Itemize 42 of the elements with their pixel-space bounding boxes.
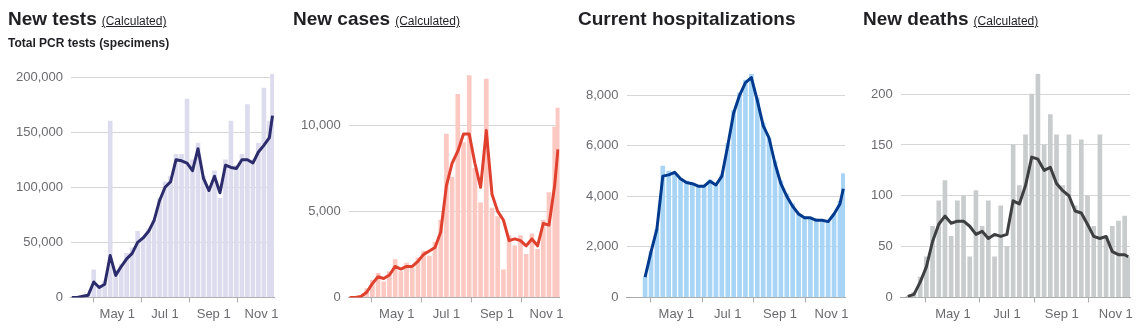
y-tick-label: 50,000	[23, 233, 63, 249]
y-tick-label: 150	[870, 136, 893, 152]
x-tick-label: Sep 1	[196, 305, 231, 321]
y-tick-label: 5,000	[308, 202, 341, 218]
y-tick-label: 0	[885, 288, 893, 304]
x-tick-label: Jul 1	[714, 305, 742, 321]
x-tick-label: Nov 1	[244, 305, 279, 321]
y-tick-label: 0	[55, 288, 63, 304]
y-tick-label: 2,000	[585, 238, 619, 254]
y-tick-label: 10,000	[301, 116, 341, 132]
x-tick-label: Sep 1	[763, 305, 798, 321]
x-tick-label: Jul 1	[432, 305, 461, 321]
y-tick-label: 0	[611, 288, 619, 304]
x-tick-label: Jul 1	[151, 305, 179, 321]
x-tick-label: Nov 1	[814, 305, 849, 321]
y-tick-label: 100,000	[15, 178, 63, 194]
x-tick-label: May 1	[99, 305, 135, 321]
x-tick-label: May 1	[658, 305, 694, 321]
y-tick-label: 6,000	[585, 137, 619, 153]
x-tick-label: Sep 1	[479, 305, 514, 321]
y-tick-label: 0	[333, 288, 341, 304]
chart-subtitle: Total PCR tests (specimens)	[8, 36, 171, 50]
x-tick-label: Sep 1	[1044, 305, 1079, 321]
y-tick-label: 8,000	[585, 86, 619, 102]
x-tick-label: May 1	[935, 305, 971, 321]
chart-title: New tests	[8, 8, 97, 29]
text: (Calculated)	[973, 14, 1039, 28]
y-tick-label: 200,000	[15, 68, 63, 84]
y-tick-label: 4,000	[585, 187, 619, 203]
text: (Calculated)	[101, 14, 167, 28]
chart-title: New deaths	[863, 8, 969, 29]
x-tick-label: Jul 1	[993, 305, 1021, 321]
chart-title: New cases	[293, 8, 391, 29]
y-tick-label: 100	[870, 187, 893, 203]
x-tick-label: Nov 1	[1098, 305, 1133, 321]
y-tick-label: 50	[878, 238, 893, 254]
chart-title: Current hospitalizations	[578, 8, 796, 29]
y-tick-label: 200	[870, 85, 893, 101]
text: (Calculated)	[395, 14, 460, 28]
x-tick-label: Nov 1	[529, 305, 564, 321]
y-tick-label: 150,000	[15, 123, 63, 139]
x-tick-label: May 1	[379, 305, 415, 321]
